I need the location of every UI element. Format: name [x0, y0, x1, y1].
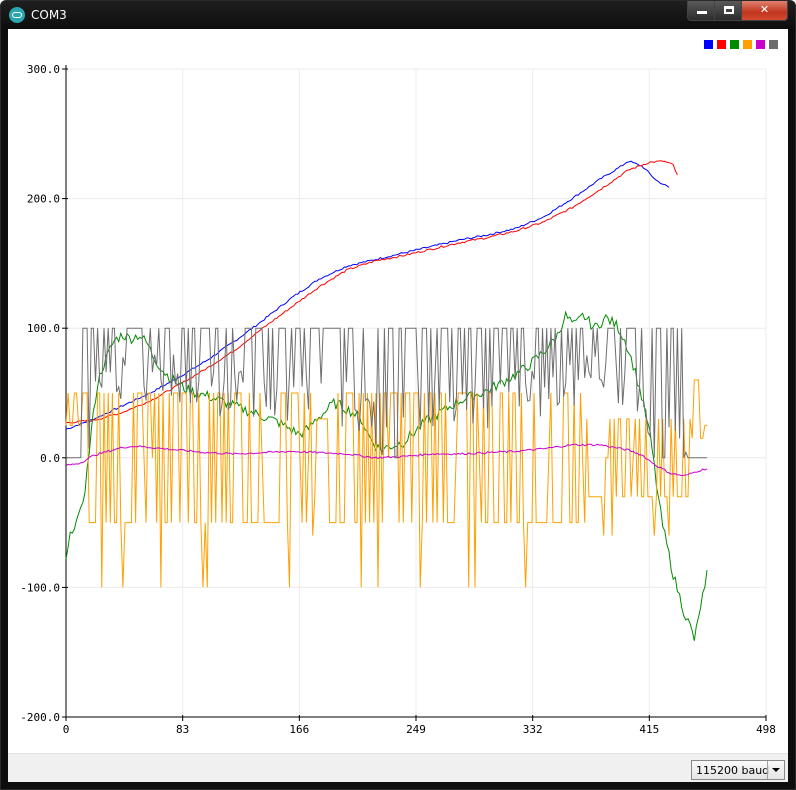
x-tick-label: 498 — [756, 723, 776, 736]
minimize-icon — [697, 11, 707, 14]
y-tick-label: -100.0 — [20, 581, 60, 594]
legend-swatch-6 — [769, 40, 778, 49]
window-title: COM3 — [31, 7, 67, 23]
close-button[interactable]: ✕ — [741, 1, 788, 21]
baud-rate-select[interactable]: 115200 baud — [691, 760, 785, 780]
y-tick-label: 0.0 — [40, 452, 60, 465]
x-tick-label: 332 — [523, 723, 543, 736]
minimize-button[interactable] — [687, 1, 715, 21]
y-tick-label: -200.0 — [20, 711, 60, 724]
legend-swatch-5 — [756, 40, 765, 49]
legend-swatch-3 — [730, 40, 739, 49]
serial-plot: 300.0 200.0 100.0 0.0 -100.0 -200.00 83 166 249 3… — [8, 29, 788, 753]
legend-swatch-4 — [743, 40, 752, 49]
x-tick-label: 415 — [639, 723, 659, 736]
y-tick-label: 100.0 — [27, 322, 60, 335]
chevron-down-icon[interactable] — [767, 761, 784, 779]
maximize-button[interactable] — [714, 1, 742, 21]
close-icon: ✕ — [742, 3, 787, 17]
legend-swatch-2 — [717, 40, 726, 49]
plotter-client-area: 300.0 200.0 100.0 0.0 -100.0 -200.0 0 83 166 249 3… — [8, 29, 788, 782]
plot-series — [66, 161, 707, 641]
series-legend — [704, 40, 778, 49]
series-line-2 — [66, 161, 677, 423]
legend-swatch-1 — [704, 40, 713, 49]
plotter-bottom-bar: 115200 baud — [8, 753, 788, 782]
baud-rate-value: 115200 baud — [696, 764, 769, 777]
maximize-icon — [724, 6, 734, 14]
arduino-app-icon — [9, 7, 25, 23]
series-line-1 — [66, 161, 669, 429]
y-tick-label: 200.0 — [27, 193, 60, 206]
x-tick-label: 166 — [289, 723, 309, 736]
x-tick-label: 83 — [176, 723, 189, 736]
title-bar[interactable]: COM3 ✕ — [1, 1, 795, 29]
y-tick-label: 300.0 — [27, 63, 60, 76]
x-tick-label: 0 — [63, 723, 70, 736]
x-tick-label: 249 — [406, 723, 426, 736]
